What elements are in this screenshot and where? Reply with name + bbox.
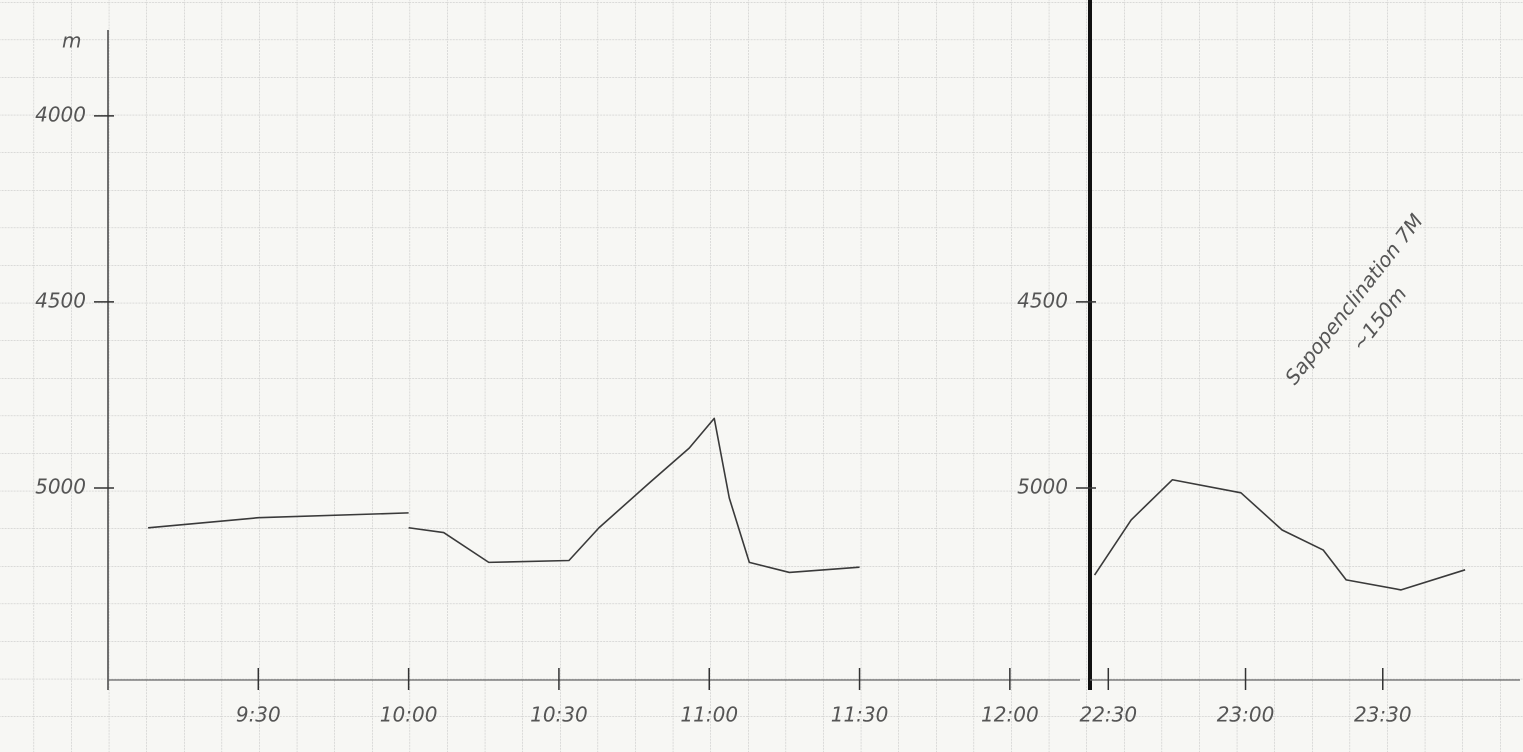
x-tick-label: 10:30 bbox=[530, 703, 588, 727]
data-line bbox=[148, 417, 860, 574]
x-tick-label: 22:30 bbox=[1079, 703, 1137, 727]
x-tick-label: 23:30 bbox=[1354, 703, 1412, 727]
y-tick-label: 4500 bbox=[35, 288, 86, 312]
x-tick-label: 10:00 bbox=[380, 703, 438, 727]
y-tick-label: 5000 bbox=[35, 474, 86, 498]
y-tick-label: 4500 bbox=[1017, 288, 1068, 312]
x-tick-label: 23:00 bbox=[1217, 703, 1275, 727]
x-tick-label: 11:30 bbox=[831, 703, 889, 727]
data-line bbox=[1093, 478, 1466, 591]
y-tick-label: 4000 bbox=[35, 102, 86, 126]
y-tick-label: 5000 bbox=[1017, 474, 1068, 498]
x-tick-label: 12:00 bbox=[981, 703, 1039, 727]
y-axis-label: m bbox=[62, 29, 81, 53]
x-tick-label: 9:30 bbox=[236, 703, 281, 727]
x-tick-label: 11:00 bbox=[680, 703, 738, 727]
